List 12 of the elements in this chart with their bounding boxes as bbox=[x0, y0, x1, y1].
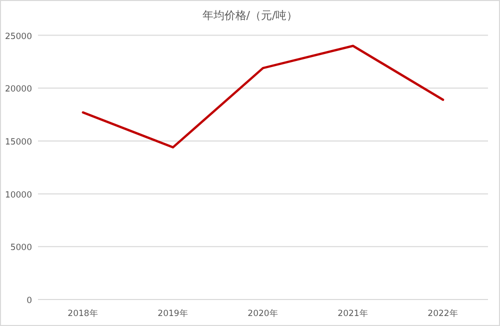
y-tick-label: 10000 bbox=[4, 190, 32, 200]
title: 年均价格/（元/吨） bbox=[202, 9, 298, 22]
y-tick-label: 20000 bbox=[4, 84, 32, 95]
y-tick-label: 15000 bbox=[4, 137, 32, 148]
x-tick-label: 2022年 bbox=[428, 308, 458, 319]
x-tick-label: 2019年 bbox=[158, 308, 188, 319]
y-tick-label: 25000 bbox=[4, 32, 32, 42]
x-tick-label: 2021年 bbox=[338, 308, 368, 319]
x-tick-label: 2020年 bbox=[248, 308, 278, 319]
y-tick-label: 0 bbox=[26, 296, 32, 306]
y-tick-label: 5000 bbox=[10, 243, 32, 254]
x-tick-label: 2018年 bbox=[68, 308, 98, 319]
